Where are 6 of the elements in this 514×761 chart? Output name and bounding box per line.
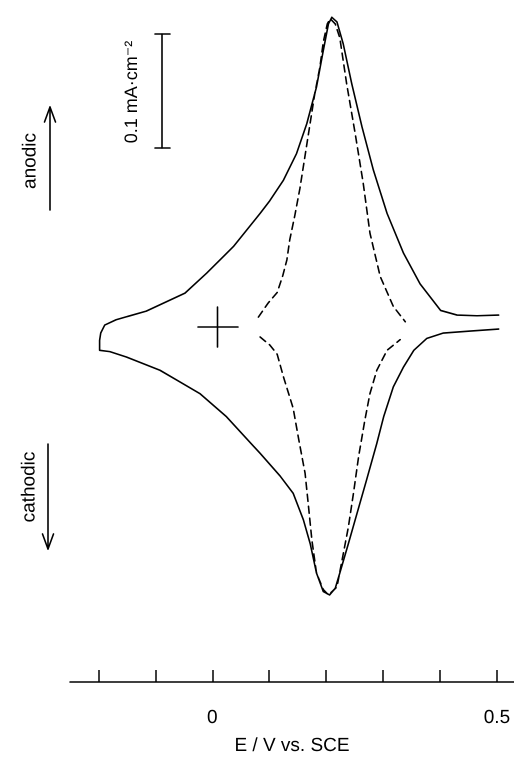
text: anodic: [20, 133, 40, 189]
annotation: 0.1 mA·cm⁻²: [121, 40, 141, 144]
x-tick-label: 0.5: [484, 707, 510, 728]
text: cathodic: [18, 452, 40, 522]
x-axis-title: E / V vs. SCE: [234, 735, 350, 756]
x-tick-label: 0: [207, 707, 218, 728]
